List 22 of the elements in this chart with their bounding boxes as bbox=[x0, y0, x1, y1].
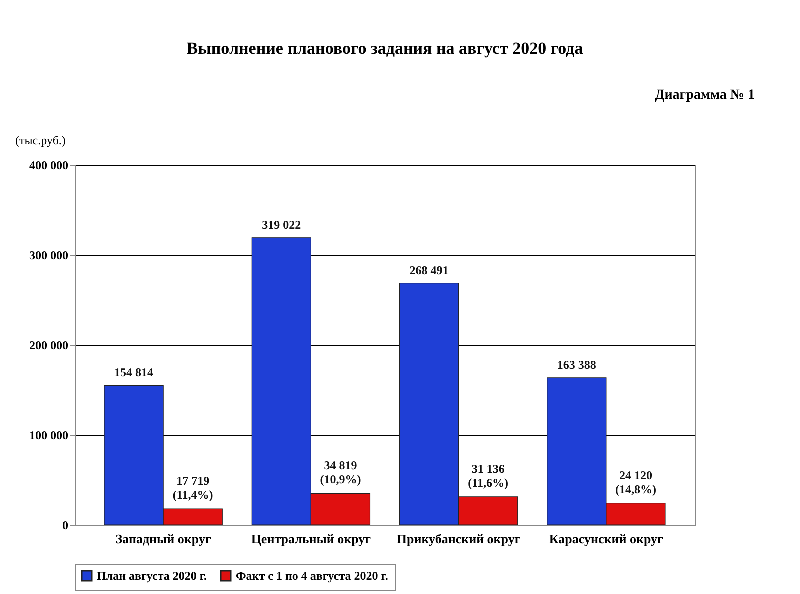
data-label: 163 388 bbox=[557, 358, 596, 372]
y-tick-label: 400 000 bbox=[30, 158, 68, 172]
x-tick-label: Прикубанский округ bbox=[396, 532, 521, 546]
x-tick-label: Западный округ bbox=[116, 532, 212, 546]
y-tick-label: 0 bbox=[62, 518, 68, 532]
data-label: 31 136 (11,6%) bbox=[468, 462, 509, 490]
y-tick-label: 300 000 bbox=[30, 248, 68, 262]
legend-label: Факт с 1 по 4 августа 2020 г. bbox=[236, 569, 388, 583]
x-tick-label: Центральный округ bbox=[251, 532, 372, 546]
data-label: 154 814 bbox=[114, 366, 154, 380]
data-label: 319 022 bbox=[262, 218, 302, 232]
x-tick-label: Карасунский округ bbox=[549, 532, 664, 546]
y-axis-title: (тыс.руб.) bbox=[16, 134, 66, 148]
chart-title: Выполнение планового задания на август 2020 года bbox=[186, 39, 584, 58]
y-tick-label: 100 000 bbox=[30, 428, 68, 442]
legend-label: План августа 2020 г. bbox=[97, 569, 208, 583]
data-label: 34 819 (10,9%) bbox=[320, 458, 362, 487]
data-label: 268 491 bbox=[410, 263, 449, 278]
data-label: 17 719 (11,4%) bbox=[172, 474, 214, 502]
text: Диаграмма № 1 bbox=[655, 88, 755, 103]
y-tick-label: 200 000 bbox=[30, 338, 68, 352]
data-label: 24 120 (14,8%) bbox=[615, 468, 656, 496]
